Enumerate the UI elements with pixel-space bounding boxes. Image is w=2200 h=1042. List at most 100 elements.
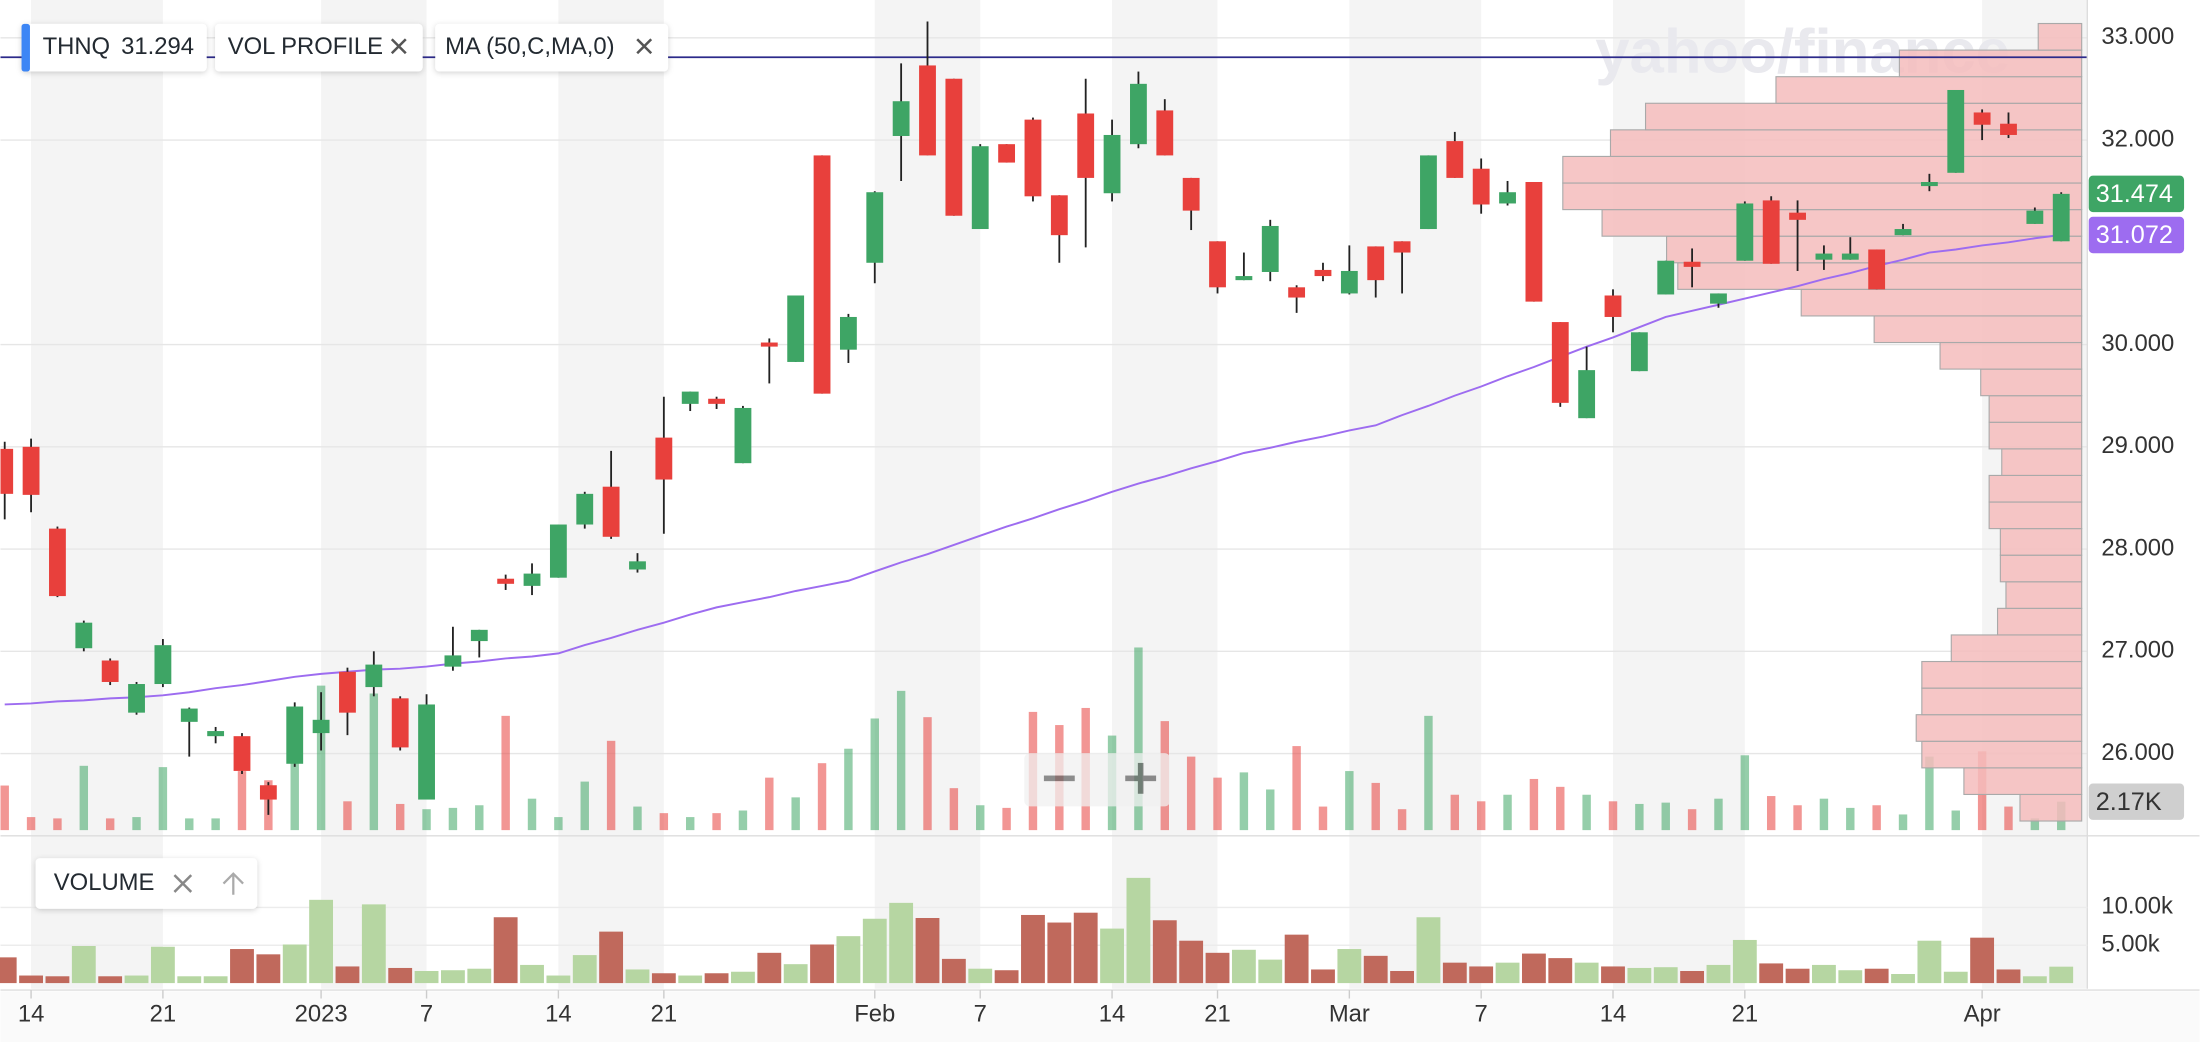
volume-bar — [2022, 976, 2047, 984]
candle-body — [919, 65, 936, 156]
candle-body — [259, 785, 277, 800]
volume-bar — [1653, 967, 1678, 984]
volume-overlay-bar — [1661, 802, 1670, 831]
candle-body — [866, 192, 884, 263]
volume-bar — [862, 918, 887, 984]
volume-overlay-bar — [1476, 801, 1486, 831]
candle-body — [154, 645, 172, 685]
volume-profile-bar — [1915, 714, 2083, 742]
candle-body — [1920, 181, 1938, 187]
volume-overlay-bar — [1371, 782, 1380, 831]
volume-bar — [19, 975, 43, 984]
volume-overlay-bar — [422, 809, 431, 831]
x-tick-label: Apr — [1964, 1001, 2001, 1028]
volume-overlay-bar — [1872, 805, 1881, 831]
candle-body — [1630, 332, 1648, 372]
volume-profile-bar — [1921, 740, 2083, 769]
volume-badge-bg — [2088, 783, 2185, 820]
candle-body — [576, 493, 594, 525]
move-up-icon[interactable] — [222, 872, 244, 895]
volume-overlay-bar — [923, 717, 932, 831]
candle-body — [602, 486, 620, 537]
volume-overlay-bar — [2030, 818, 2040, 831]
x-tick-label: Mar — [1329, 1001, 1370, 1028]
tag-bg — [215, 23, 423, 72]
volume-overlay-bar — [1608, 801, 1618, 831]
volume-bar — [1732, 939, 1757, 984]
x-tick-label: 7 — [1475, 1001, 1488, 1028]
volume-bar — [493, 917, 518, 984]
volume-bar — [704, 973, 729, 984]
volume-bar — [177, 976, 202, 984]
close-icon[interactable] — [636, 38, 653, 55]
candle-body — [1314, 269, 1332, 277]
volume-overlay-bar — [712, 813, 721, 831]
zoom-controls[interactable] — [1024, 753, 1171, 807]
indicator-tag[interactable] — [435, 23, 669, 72]
volume-overlay-bar — [791, 797, 800, 831]
candle-body — [629, 561, 646, 570]
zoom-out[interactable] — [1043, 775, 1075, 782]
candle-body — [1182, 177, 1200, 211]
volume-profile-bar — [1999, 554, 2083, 583]
x-tick-label: 7 — [974, 1001, 987, 1028]
y-tick-label: 28.000 — [2101, 534, 2174, 561]
symbol-tag[interactable] — [21, 23, 207, 72]
volume-tag[interactable] — [35, 858, 258, 909]
volume-bar — [1390, 970, 1415, 984]
volume-bar — [731, 971, 755, 984]
candle-body — [49, 528, 66, 597]
volume-overlay-bar — [606, 740, 616, 831]
candle-body — [2026, 210, 2044, 224]
candle-body — [1604, 295, 1622, 317]
volume-overlay-bar — [844, 748, 853, 831]
candle-body — [391, 698, 409, 748]
price-pane — [0, 21, 2088, 831]
volume-bar — [810, 944, 834, 984]
candle-body — [655, 437, 673, 480]
volume-bar — [45, 976, 70, 984]
volume-bar — [388, 967, 413, 984]
candle-body — [180, 708, 198, 722]
volume-bar — [1073, 912, 1098, 984]
volume-overlay-bar — [105, 818, 115, 831]
candle-body — [0, 448, 14, 494]
volume-overlay-bar — [343, 801, 352, 831]
candle-body — [998, 144, 1016, 163]
candle-body — [1525, 181, 1543, 302]
volume-bar — [1231, 949, 1256, 984]
volume-overlay-bar — [158, 767, 168, 831]
volume-overlay-bar — [1397, 809, 1407, 831]
volume-bar — [1574, 962, 1599, 984]
indicator-tag[interactable] — [215, 23, 423, 72]
volume-bar — [1021, 914, 1045, 984]
candle-body — [1894, 229, 1912, 236]
volume-bar — [941, 958, 966, 984]
candle-body — [2052, 193, 2070, 242]
volume-overlay-bar — [580, 781, 589, 831]
candle-body — [1499, 192, 1516, 204]
volume-bar — [361, 904, 386, 984]
axes: 33.000 32.000 30.000 29.000 28.000 27.000 26.0… — [18, 23, 2185, 1028]
volume-overlay-bar — [316, 685, 326, 831]
volume-overlay-bar — [976, 805, 985, 831]
volume-overlay-bar — [686, 817, 695, 831]
volume-bar — [546, 975, 571, 984]
volume-bar — [1047, 922, 1072, 984]
candle-body — [1710, 293, 1727, 304]
x-tick-label: 21 — [1732, 1001, 1759, 1028]
volume-overlay-bar — [527, 798, 537, 831]
volume-overlay-bar — [896, 690, 906, 831]
volume-profile-bar — [1996, 607, 2083, 636]
close-icon[interactable] — [390, 38, 407, 55]
volume-bar — [1891, 974, 1915, 984]
volume-bar — [71, 946, 96, 984]
volume-profile-bar — [2037, 22, 2083, 51]
volume-bar — [1469, 966, 1494, 984]
close-icon[interactable] — [173, 874, 193, 893]
volume-bar — [1970, 937, 1995, 984]
volume-overlay-bar — [1529, 778, 1539, 831]
volume-profile-bar — [2019, 793, 2083, 822]
volume-profile-bar — [1562, 182, 2083, 211]
volume-overlay-bar — [1213, 777, 1222, 831]
